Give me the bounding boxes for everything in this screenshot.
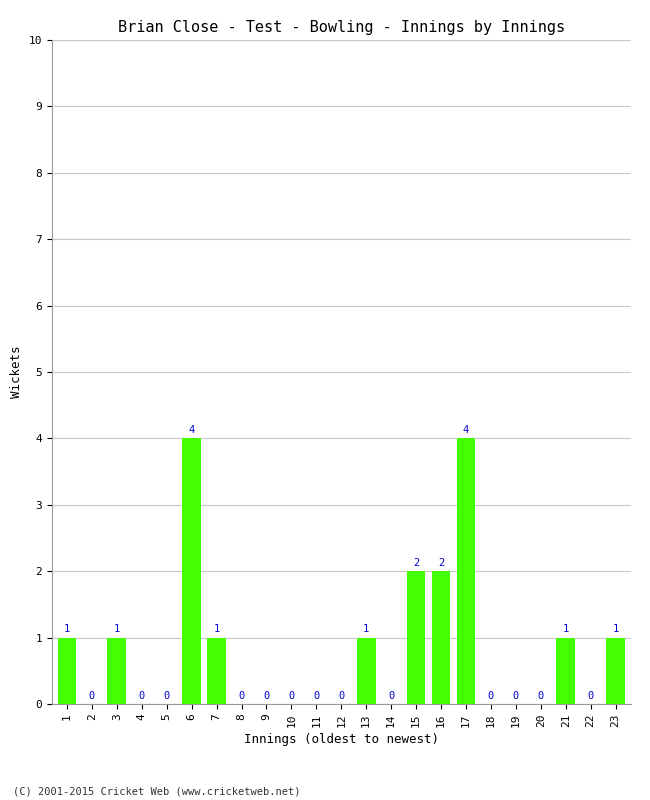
Title: Brian Close - Test - Bowling - Innings by Innings: Brian Close - Test - Bowling - Innings b… bbox=[118, 20, 565, 34]
Text: 2: 2 bbox=[438, 558, 444, 568]
Text: 0: 0 bbox=[288, 690, 294, 701]
Text: 4: 4 bbox=[188, 425, 195, 435]
Text: 4: 4 bbox=[463, 425, 469, 435]
Text: (C) 2001-2015 Cricket Web (www.cricketweb.net): (C) 2001-2015 Cricket Web (www.cricketwe… bbox=[13, 786, 300, 796]
Text: 1: 1 bbox=[64, 624, 70, 634]
Bar bbox=[207, 638, 226, 704]
Text: 0: 0 bbox=[313, 690, 319, 701]
Text: 0: 0 bbox=[513, 690, 519, 701]
Bar bbox=[407, 571, 425, 704]
Text: 1: 1 bbox=[114, 624, 120, 634]
Text: 1: 1 bbox=[363, 624, 369, 634]
Text: 0: 0 bbox=[263, 690, 270, 701]
Text: 1: 1 bbox=[213, 624, 220, 634]
Bar bbox=[556, 638, 575, 704]
X-axis label: Innings (oldest to newest): Innings (oldest to newest) bbox=[244, 733, 439, 746]
Text: 0: 0 bbox=[488, 690, 494, 701]
Bar bbox=[58, 638, 76, 704]
Bar bbox=[107, 638, 126, 704]
Text: 1: 1 bbox=[612, 624, 619, 634]
Text: 0: 0 bbox=[538, 690, 544, 701]
Text: 2: 2 bbox=[413, 558, 419, 568]
Bar bbox=[456, 438, 475, 704]
Text: 0: 0 bbox=[164, 690, 170, 701]
Bar bbox=[182, 438, 201, 704]
Text: 0: 0 bbox=[588, 690, 593, 701]
Bar bbox=[432, 571, 450, 704]
Text: 0: 0 bbox=[89, 690, 95, 701]
Y-axis label: Wickets: Wickets bbox=[10, 346, 23, 398]
Bar bbox=[606, 638, 625, 704]
Text: 0: 0 bbox=[338, 690, 344, 701]
Text: 0: 0 bbox=[388, 690, 395, 701]
Text: 0: 0 bbox=[239, 690, 244, 701]
Bar bbox=[357, 638, 376, 704]
Text: 0: 0 bbox=[138, 690, 145, 701]
Text: 1: 1 bbox=[562, 624, 569, 634]
